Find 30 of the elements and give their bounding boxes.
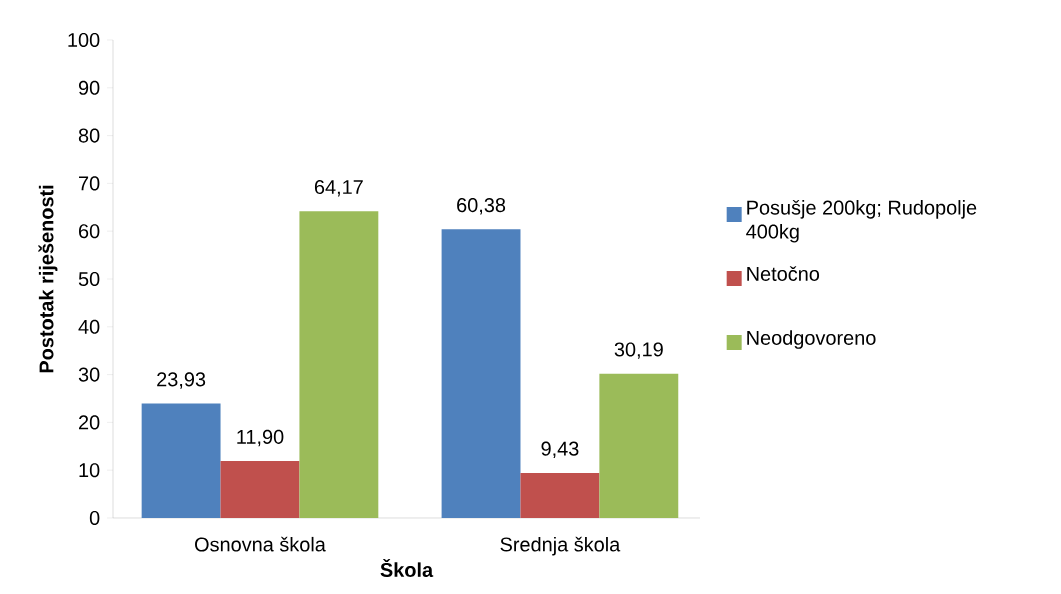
x-tick-label: Osnovna škola xyxy=(195,536,326,552)
y-tick-label: 0 xyxy=(89,510,100,526)
y-tick-label: 70 xyxy=(79,176,100,191)
data-label: 60,38 xyxy=(457,198,506,215)
y-tick-label: 60 xyxy=(79,224,100,239)
bar xyxy=(520,472,600,518)
y-tick-label: 30 xyxy=(78,367,100,382)
y-tick-label: 50 xyxy=(78,271,100,287)
y-tick-label: 90 xyxy=(78,80,100,95)
y-tick-label: 80 xyxy=(78,128,100,143)
x-axis-title: Škola xyxy=(380,558,434,577)
legend-label: Netočno xyxy=(747,266,820,281)
x-tick-label: Srednja škola xyxy=(500,536,621,556)
data-label: 30,19 xyxy=(614,342,663,359)
legend-label: Neodgovoreno xyxy=(747,330,876,349)
data-label: 11,90 xyxy=(237,429,284,447)
y-tick-label: 20 xyxy=(79,415,100,430)
bar xyxy=(441,229,521,518)
data-label: 64,17 xyxy=(314,179,363,197)
y-tick-label: 100 xyxy=(68,32,100,48)
legend-label: Posušje 200kg; Rudopolje 400kg xyxy=(746,199,977,243)
y-tick-label: 10 xyxy=(79,463,100,478)
bar xyxy=(599,373,679,518)
data-label: 23,93 xyxy=(157,372,206,389)
y-axis-title: Postotak riješenosti xyxy=(38,185,58,373)
bar xyxy=(141,403,221,518)
bar xyxy=(220,461,300,518)
data-label: 9,43 xyxy=(541,441,579,459)
bar xyxy=(299,211,379,518)
y-tick-label: 40 xyxy=(78,319,100,334)
